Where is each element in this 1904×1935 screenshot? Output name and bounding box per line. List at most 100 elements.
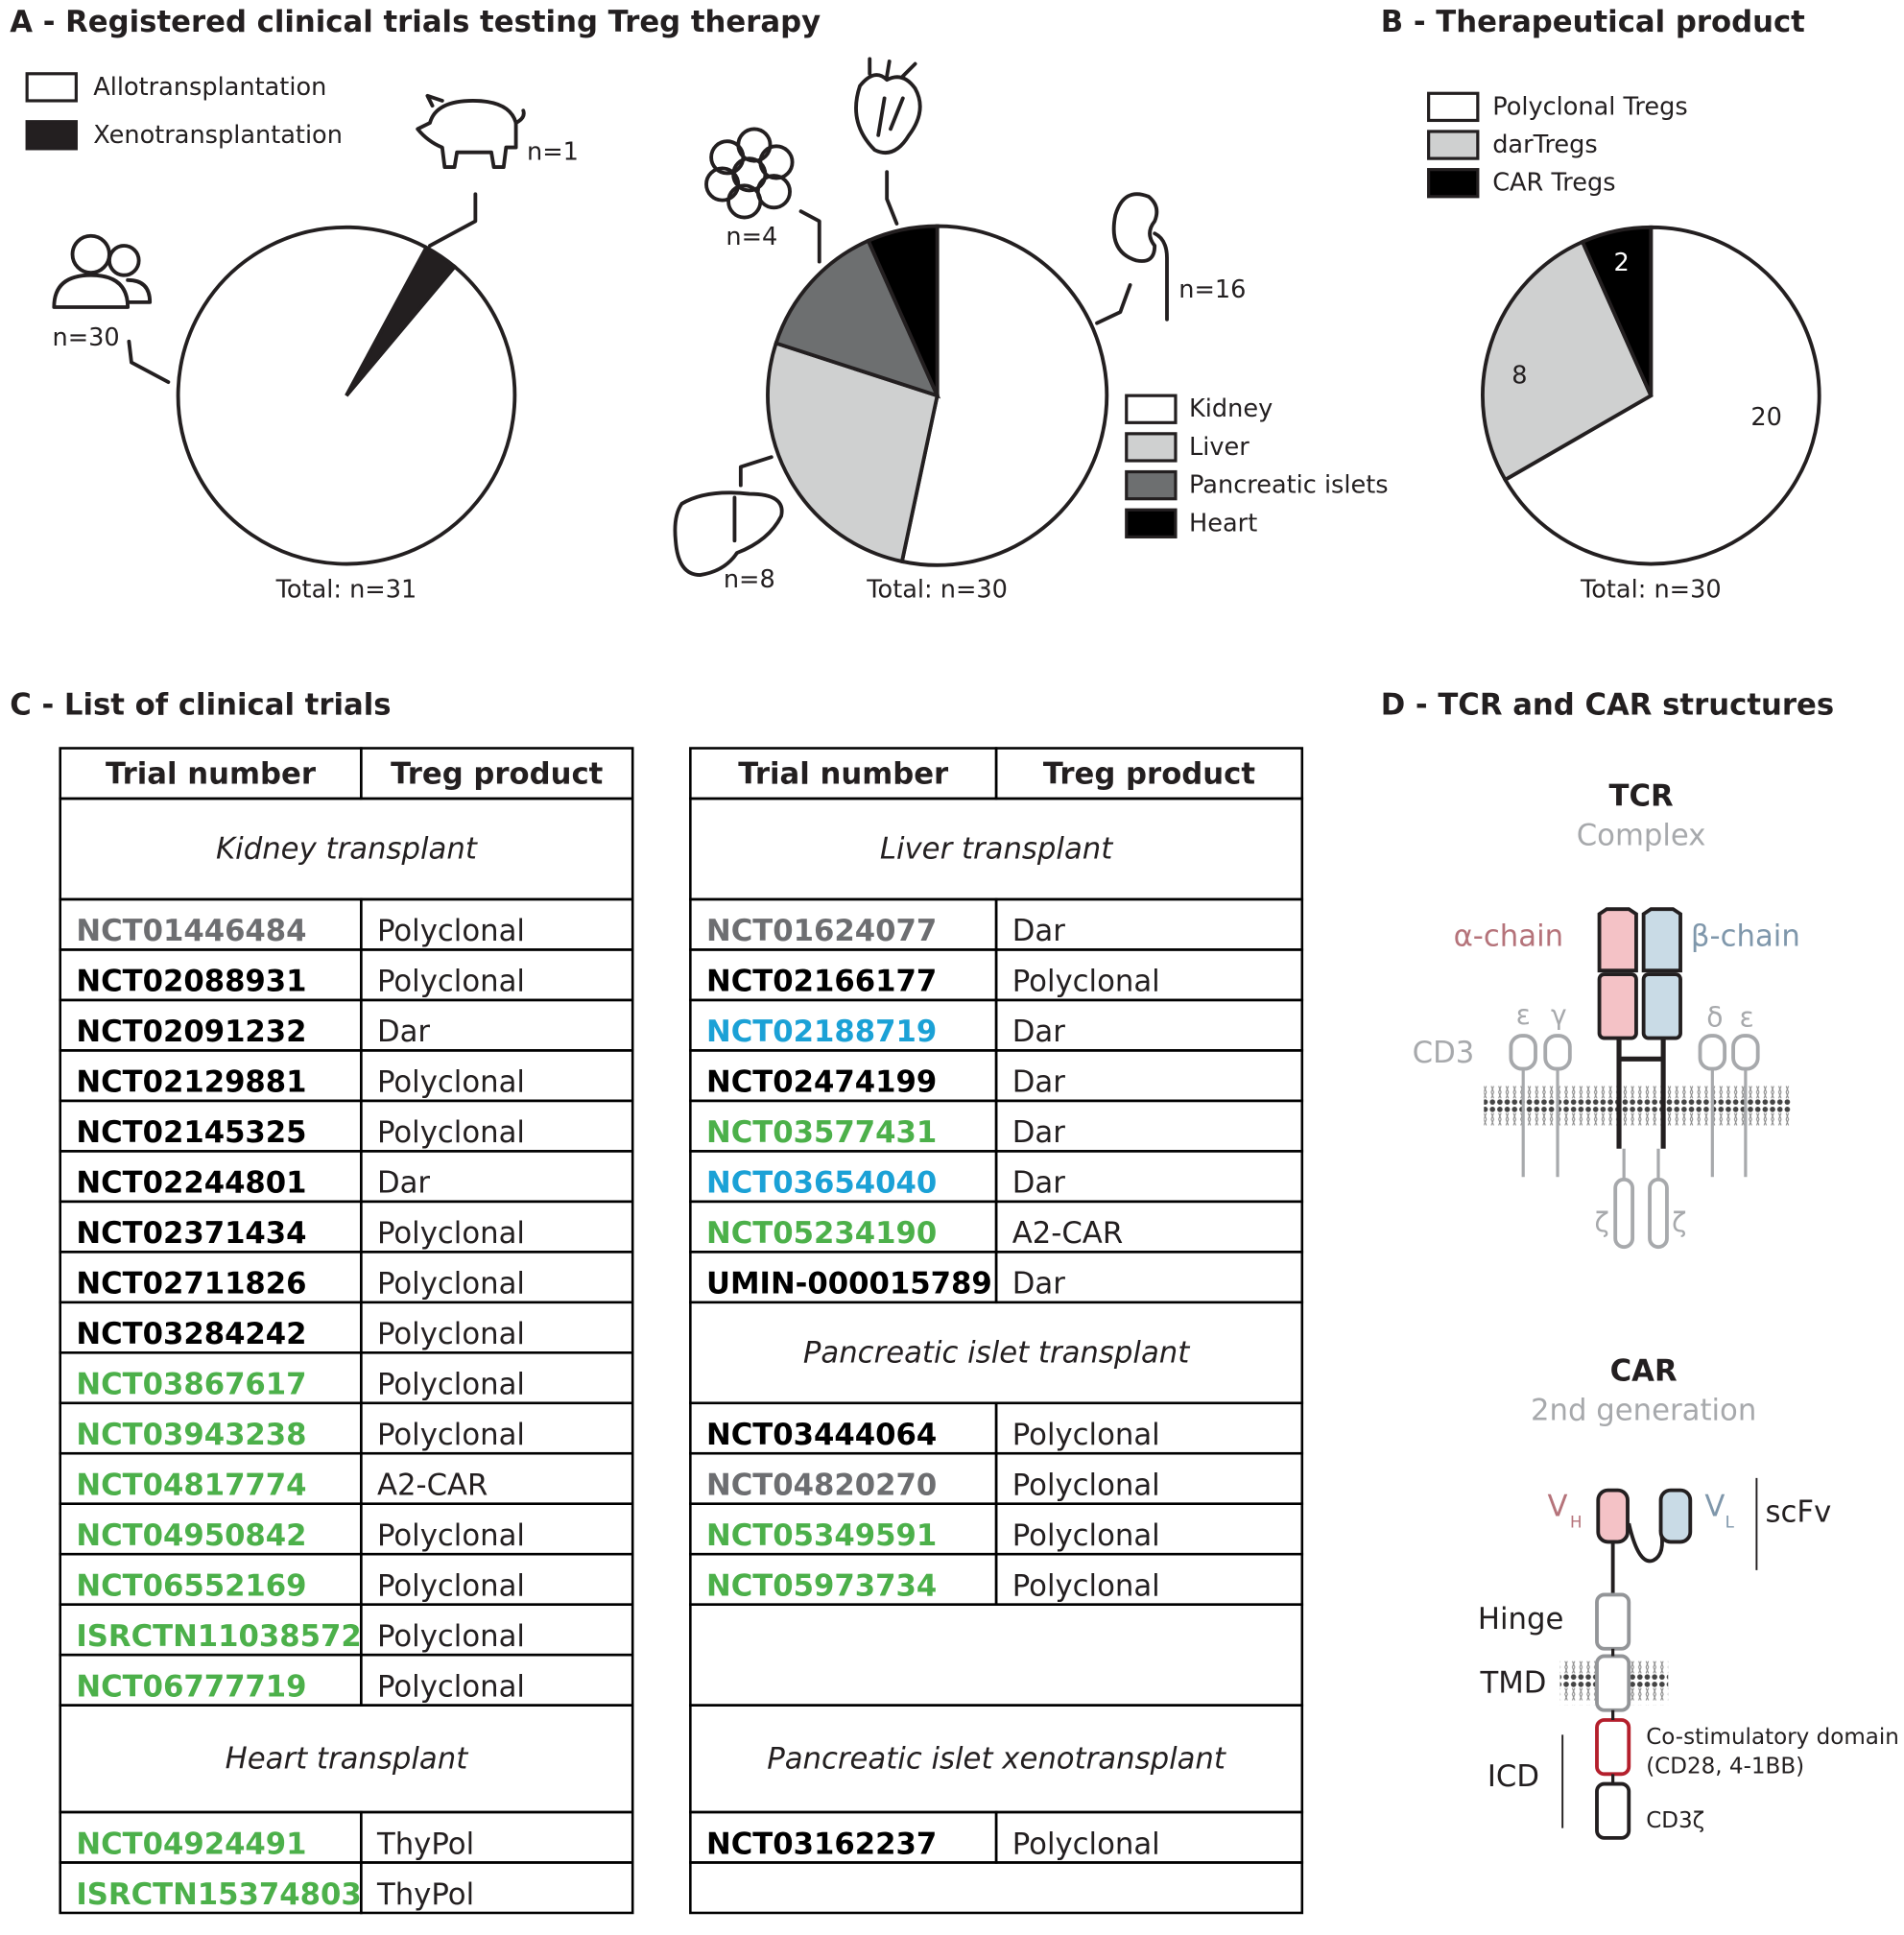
treg-product: Polyclonal (377, 1418, 525, 1452)
domain-box (1596, 1488, 1630, 1544)
trial-number: NCT04924491 (76, 1827, 306, 1861)
total-label: Total: n=31 (275, 575, 417, 604)
legend-label: Xenotransplantation (93, 121, 343, 150)
section-label: Liver transplant (880, 831, 1113, 866)
icon-islets (704, 127, 795, 220)
connector (1616, 1038, 1666, 1149)
legend-swatch (25, 120, 78, 151)
treg-product: A2-CAR (1012, 1216, 1123, 1251)
trial-number: UMIN-000015789 (706, 1267, 992, 1302)
diagram-label: V (1704, 1489, 1725, 1523)
trial-number: NCT02145325 (76, 1115, 306, 1150)
value-label: n=4 (726, 223, 777, 251)
diagram-label: scFv (1766, 1495, 1832, 1530)
treg-product: Dar (377, 1166, 430, 1201)
trial-number: NCT05349591 (706, 1518, 937, 1553)
trial-number: NCT03444064 (706, 1418, 937, 1452)
value-label: n=2 (923, 140, 975, 169)
treg-product: Polyclonal (1012, 1469, 1160, 1503)
diagram-label: β-chain (1691, 919, 1800, 953)
trial-number: NCT02129881 (76, 1065, 306, 1100)
diagram-label: 2nd generation (1531, 1393, 1756, 1427)
legend-label: Pancreatic islets (1189, 471, 1389, 500)
value-label: 20 (1750, 403, 1782, 432)
pie-slice (1502, 225, 1821, 566)
domain-box (1698, 1034, 1727, 1071)
icon-kidney (1111, 192, 1169, 322)
treg-product: Polyclonal (1012, 1518, 1160, 1553)
legend-swatch (1125, 394, 1178, 424)
treg-product: Polyclonal (1012, 1568, 1160, 1603)
diagram-label: Complex (1577, 818, 1706, 852)
trial-number: NCT03943238 (76, 1418, 306, 1452)
legend-swatch (1427, 168, 1480, 199)
panel-title: A - Registered clinical trials testing T… (10, 5, 821, 39)
legend-label: darTregs (1492, 131, 1598, 159)
panel-title: C - List of clinical trials (10, 688, 391, 723)
treg-product: ThyPol (376, 1827, 474, 1861)
column-header: Trial number (106, 756, 317, 791)
value-label: n=1 (527, 138, 579, 167)
section-label: Heart transplant (226, 1741, 469, 1776)
pie-slice (774, 238, 941, 399)
diagram-label: α-chain (1454, 919, 1564, 953)
diagram-label: CD3 (1413, 1036, 1475, 1070)
alpha-chain-top (1597, 907, 1638, 973)
trial-number: NCT03284242 (76, 1317, 306, 1351)
legend-swatch (1125, 508, 1178, 538)
treg-product: Polyclonal (377, 965, 525, 999)
treg-product: Polyclonal (377, 1065, 525, 1100)
column-header: Treg product (391, 756, 603, 791)
trial-number: NCT06552169 (76, 1568, 306, 1603)
panel-title: D - TCR and CAR structures (1381, 688, 1834, 723)
pie-slice (1580, 225, 1654, 396)
section-label: Kidney transplant (216, 831, 478, 866)
pie-slice (899, 224, 1109, 567)
treg-product: Polyclonal (377, 1317, 525, 1351)
total-label: Total: n=30 (866, 575, 1008, 604)
table-cell (689, 1603, 1304, 1707)
treg-product: Dar (1012, 914, 1065, 948)
value-label: 8 (1511, 362, 1527, 391)
diagram-label: CAR (1610, 1353, 1678, 1388)
icon-pig (416, 93, 526, 169)
trial-number: NCT03162237 (706, 1827, 937, 1861)
trial-number: NCT01446484 (76, 914, 306, 948)
legend-swatch (1125, 432, 1178, 463)
value-label: n=16 (1178, 275, 1246, 304)
trial-number: NCT05973734 (706, 1568, 937, 1603)
diagram-label: ICD (1488, 1759, 1539, 1794)
treg-product: Polyclonal (377, 1518, 525, 1553)
icon-liver (673, 490, 784, 577)
domain-box (1731, 1034, 1760, 1071)
legend-label: Polyclonal Tregs (1492, 92, 1687, 121)
panel-title: B - Therapeutical product (1381, 5, 1805, 39)
trial-number: NCT05234190 (706, 1216, 937, 1251)
trial-number: NCT01624077 (706, 914, 937, 948)
value-label: n=30 (52, 323, 119, 352)
domain-box (1613, 1177, 1635, 1250)
column-header: Trial number (738, 756, 949, 791)
treg-product: Polyclonal (377, 914, 525, 948)
trial-number: NCT02371434 (76, 1216, 306, 1251)
diagram-label: Co-stimulatory domain (1646, 1725, 1899, 1750)
treg-product: Polyclonal (377, 1368, 525, 1402)
diagram-label: ε (1740, 1001, 1754, 1033)
icon-heart (854, 57, 922, 155)
trial-number: NCT03577431 (706, 1115, 937, 1150)
trial-number: NCT02474199 (706, 1065, 937, 1100)
trial-number: ISRCTN15374803 (76, 1877, 361, 1912)
pie-slice (345, 245, 458, 397)
trial-number: NCT02166177 (706, 965, 937, 999)
treg-product: Polyclonal (1012, 1827, 1160, 1861)
section-label: Pancreatic islet xenotransplant (767, 1741, 1226, 1776)
trial-number: NCT02088931 (76, 965, 306, 999)
diagram-label: ζ (1594, 1206, 1608, 1238)
domain-box (1648, 1177, 1669, 1250)
table-cell (360, 1861, 634, 1915)
treg-product: Polyclonal (1012, 965, 1160, 999)
legend-label: Heart (1189, 509, 1257, 538)
diagram-label: ε (1516, 999, 1531, 1031)
treg-product: Polyclonal (377, 1267, 525, 1302)
domain-box (1641, 972, 1682, 1040)
